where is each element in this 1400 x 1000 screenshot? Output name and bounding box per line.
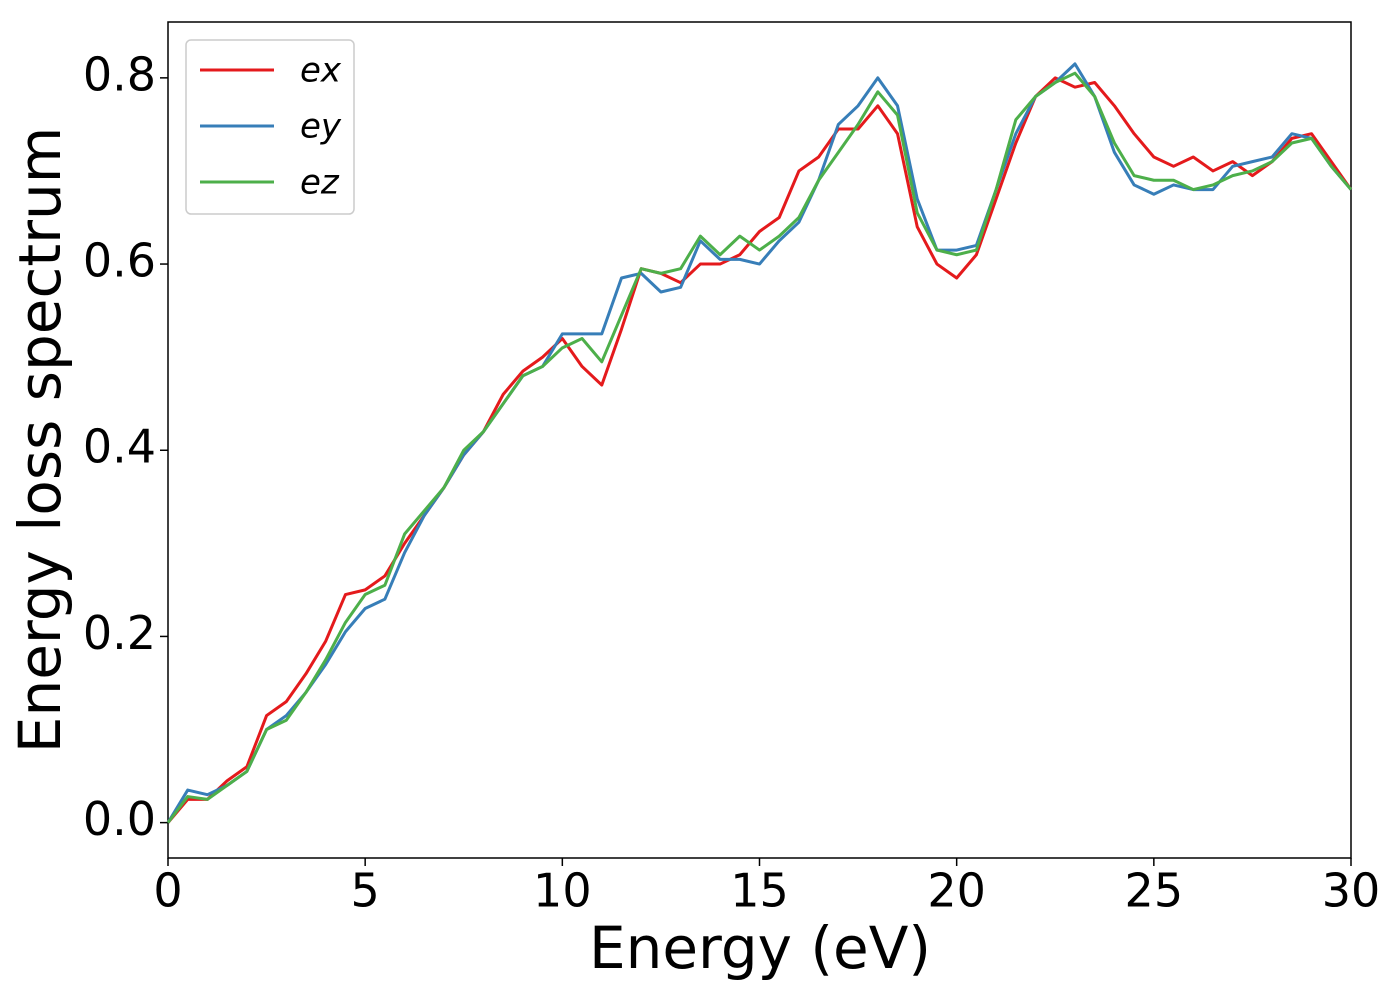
x-tick-label: 25 [1125,864,1184,918]
series-line [166,76,1353,824]
legend-label: ez [300,163,340,203]
y-tick-label: 0.8 [83,47,156,101]
y-tick-label: 0.6 [83,234,156,288]
x-tick-label: 20 [927,864,986,918]
y-tick-label: 0.2 [83,606,156,660]
x-tick-label: 30 [1322,864,1381,918]
y-axis-label: Energy loss spectrum [6,127,74,753]
series-line [166,62,1353,824]
x-axis-label: Energy (eV) [589,914,931,982]
series-line [166,71,1353,824]
y-tick-label: 0.4 [83,420,156,474]
legend-label: ey [300,107,342,147]
x-tick-label: 15 [730,864,789,918]
x-tick-label: 5 [351,864,380,918]
legend-label: ex [300,51,342,91]
x-tick-label: 10 [533,864,592,918]
x-tick-label: 0 [153,864,182,918]
y-tick-label: 0.0 [83,792,156,846]
